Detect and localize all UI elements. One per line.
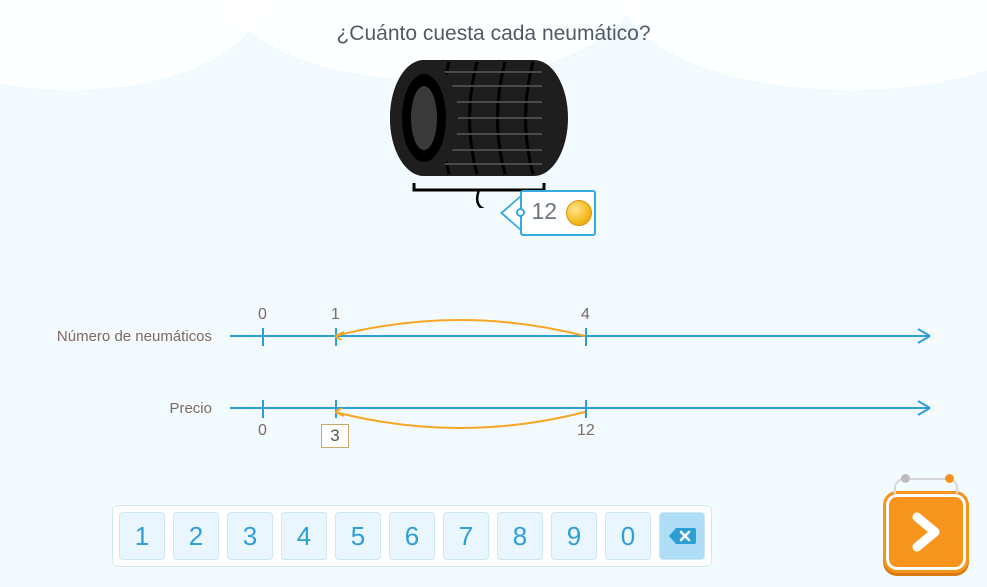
axis-tick	[262, 328, 264, 346]
axis-tick	[262, 400, 264, 418]
number-keypad: 1234567890	[112, 505, 712, 567]
progress-dot-icon	[901, 474, 910, 483]
keypad-key-7[interactable]: 7	[443, 512, 489, 560]
chevron-right-icon	[905, 511, 947, 553]
question-text: ¿Cuánto cuesta cada neumático?	[0, 22, 987, 46]
axis-tick-label: 0	[258, 422, 267, 440]
next-button[interactable]	[883, 491, 969, 573]
price-line-label: Precio	[30, 400, 230, 417]
price-tag-value: 12	[532, 198, 558, 225]
progress-dot-icon	[945, 474, 954, 483]
axis-tick-label: 0	[258, 306, 267, 324]
backspace-icon	[668, 526, 696, 546]
keypad-key-1[interactable]: 1	[119, 512, 165, 560]
keypad-key-6[interactable]: 6	[389, 512, 435, 560]
coin-icon	[566, 200, 592, 226]
keypad-key-8[interactable]: 8	[497, 512, 543, 560]
price-tag: 12	[504, 190, 598, 238]
number-line-price: Precio 012	[30, 372, 960, 444]
hop-arc	[331, 408, 601, 448]
keypad-key-3[interactable]: 3	[227, 512, 273, 560]
tires-illustration: 12	[374, 58, 614, 238]
keypad-key-5[interactable]: 5	[335, 512, 381, 560]
tires-line-label: Número de neumáticos	[30, 328, 230, 345]
keypad-key-9[interactable]: 9	[551, 512, 597, 560]
keypad-key-4[interactable]: 4	[281, 512, 327, 560]
tires-icon	[374, 58, 594, 208]
number-line-tires: Número de neumáticos 014	[30, 300, 960, 372]
keypad-key-0[interactable]: 0	[605, 512, 651, 560]
number-lines: Número de neumáticos 014 Precio 012	[30, 300, 960, 444]
keypad-key-2[interactable]: 2	[173, 512, 219, 560]
hop-arc	[331, 300, 601, 340]
keypad-backspace[interactable]	[659, 512, 705, 560]
